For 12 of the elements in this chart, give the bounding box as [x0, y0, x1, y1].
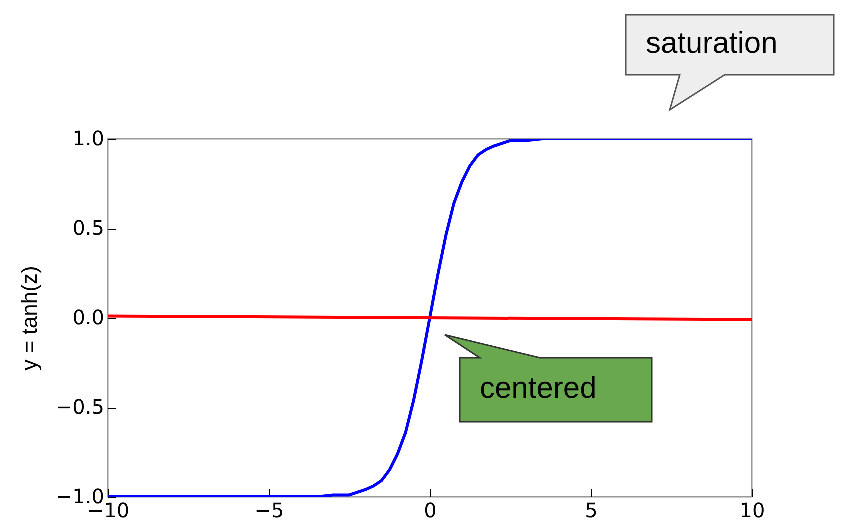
x-tick-label: −5	[254, 498, 284, 521]
y-tick-label: 1.0	[72, 126, 104, 150]
text: saturation	[646, 27, 778, 61]
y-tick-label: −0.5	[56, 395, 104, 419]
y-axis-title: y = tanh(z)	[16, 266, 42, 371]
annotation: centered	[480, 372, 597, 406]
line-series	[108, 139, 752, 497]
y-tick-label: 0.0	[72, 306, 104, 330]
x-tick-label: 10	[740, 498, 766, 521]
x-tick-label: 0	[424, 498, 437, 521]
y-tick-label: 0.5	[72, 216, 104, 240]
x-tick-label: 5	[585, 498, 598, 521]
